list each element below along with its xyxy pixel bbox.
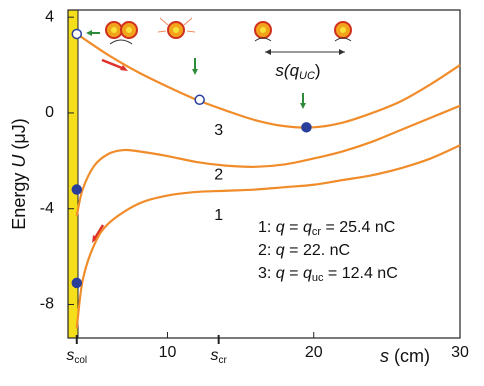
marker (71, 184, 83, 195)
y-axis-label: Energy U (μJ) (9, 118, 29, 229)
text: 2: (258, 242, 276, 259)
curve (75, 144, 461, 329)
curve-label: 1 (214, 207, 223, 224)
text: = 12.4 nC (323, 265, 397, 282)
legend-entry: 2: q = 22. nC (258, 242, 350, 259)
y-tick-label: 4 (45, 8, 54, 25)
text: s (380, 346, 389, 366)
y-tick-label: 0 (45, 104, 54, 121)
x-tick-label: 10 (159, 344, 177, 361)
text: 3: (258, 265, 276, 282)
marker (71, 28, 83, 40)
text: = 25.4 nC (321, 219, 395, 236)
x-special-tick-label: scr (210, 347, 227, 365)
text: cr (312, 226, 322, 238)
text: (μJ) (9, 118, 29, 154)
curve-label: 3 (214, 122, 223, 139)
distance-label: s(qUC) (275, 61, 320, 81)
y-tick-label: -8 (40, 296, 54, 313)
text: = (285, 265, 303, 282)
text: ) (315, 61, 321, 80)
text: UC (299, 70, 315, 82)
curve-label: 2 (214, 166, 223, 183)
icons (86, 17, 352, 243)
frame (67, 9, 461, 339)
marker (301, 122, 312, 133)
text: Energy (9, 168, 29, 230)
text: q (303, 219, 312, 236)
text: q (303, 265, 312, 282)
marker (194, 94, 205, 106)
x-tick-label: 20 (305, 344, 323, 361)
text: s (66, 347, 74, 364)
text: q (276, 265, 285, 282)
text: (cm) (389, 346, 430, 366)
text: = 22. nC (285, 242, 350, 259)
marker (71, 277, 83, 289)
legend-entry: 3: q = quc = 12.4 nC (258, 265, 398, 284)
curve (76, 33, 461, 129)
text: s(q (275, 61, 299, 80)
y-tick-label: -4 (40, 200, 54, 217)
x-axis-label: s (cm) (380, 346, 430, 366)
curve (75, 104, 461, 217)
text: col (74, 355, 87, 366)
text: = (285, 219, 303, 236)
text: U (9, 154, 29, 168)
wall (67, 9, 79, 339)
text: uc (312, 272, 324, 284)
text: cr (218, 355, 227, 366)
x-special-tick-label: scol (66, 347, 87, 365)
legend-entry: 1: q = qcr = 25.4 nC (258, 219, 395, 238)
text: q (276, 219, 285, 236)
x-tick-label: 30 (451, 344, 469, 361)
text: q (276, 242, 285, 259)
text: s (210, 347, 218, 364)
text: 1: (258, 219, 276, 236)
